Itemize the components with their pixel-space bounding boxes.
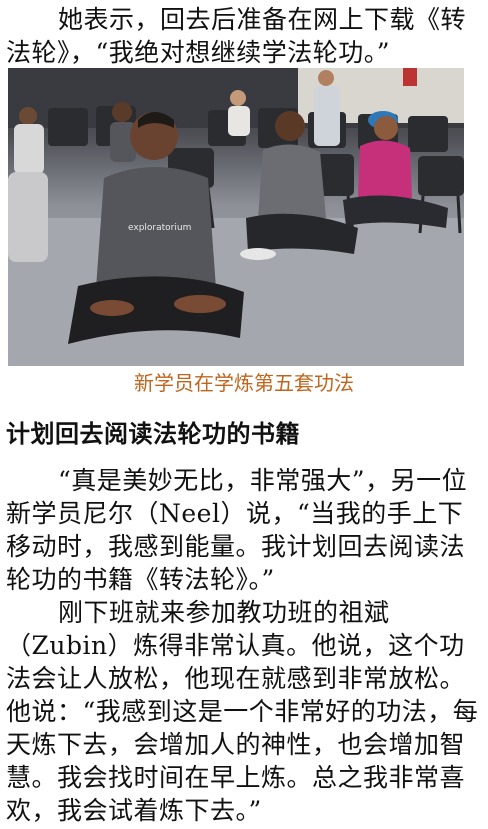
- shirt-text: exploratorium: [128, 223, 191, 233]
- neel-paragraph: “真是美妙无比，非常强大”，另一位新学员尼尔（Neel）说，“当我的手上下移动时…: [6, 466, 468, 594]
- zubin-paragraph: 刚下班就来参加教功班的祖斌（Zubin）炼得非常认真。他说，这个功法会让人放松，…: [6, 598, 479, 825]
- intro-paragraph: 她表示，回去后准备在网上下载《转法轮》，“我绝对想继续学法轮功。”: [6, 5, 467, 67]
- meditation-photo: exploratorium: [8, 68, 464, 366]
- section-heading: 计划回去阅读法轮功的书籍: [6, 419, 300, 448]
- photo-caption: 新学员在学炼第五套功法: [134, 371, 354, 395]
